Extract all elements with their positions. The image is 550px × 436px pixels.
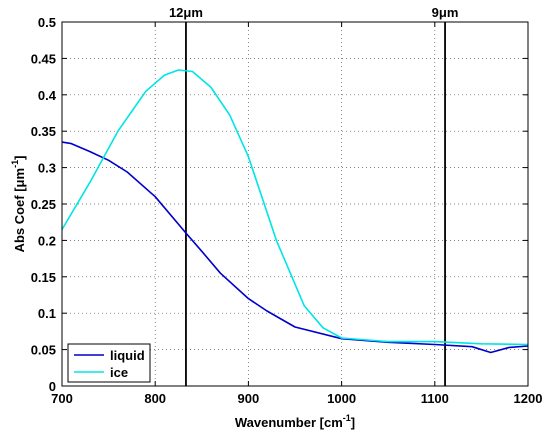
- x-tick-label: 1000: [327, 391, 356, 406]
- y-axis-label: Abs Coef [μm-1]: [10, 156, 27, 253]
- y-tick-label: 0.4: [38, 88, 57, 103]
- y-tick-label: 0.1: [38, 306, 56, 321]
- legend-label-ice: ice: [110, 365, 128, 380]
- legend-label-liquid: liquid: [110, 348, 145, 363]
- y-tick-label: 0.2: [38, 233, 56, 248]
- x-tick-label: 800: [144, 391, 166, 406]
- x-tick-label: 700: [51, 391, 73, 406]
- y-axis-label-sup: -1: [10, 160, 20, 168]
- y-tick-label: 0.35: [31, 124, 56, 139]
- x-tick-label: 1100: [421, 391, 449, 406]
- x-axis-label-sup: -1: [343, 413, 351, 423]
- series-line-liquid: [61, 141, 529, 354]
- legend: liquid ice: [67, 343, 151, 383]
- x-tick-label: 1200: [514, 391, 543, 406]
- marker-label: 12μm: [169, 5, 203, 20]
- legend-box: [67, 343, 151, 383]
- x-tick-label: 900: [238, 391, 260, 406]
- x-ticks: 700 800 900 1000 1100 1200: [51, 22, 542, 406]
- marker-label: 9μm: [432, 5, 459, 20]
- y-tick-label: 0.15: [31, 270, 56, 285]
- series-line-ice: [61, 69, 529, 346]
- y-tick-label: 0.5: [38, 15, 56, 30]
- x-axis-label: Wavenumber [cm-1]: [235, 413, 355, 430]
- y-tick-label: 0: [49, 379, 56, 394]
- y-tick-label: 0.05: [31, 343, 56, 358]
- vertical-markers: 12μm 9μm: [169, 5, 458, 386]
- y-ticks: 0 0.05 0.1 0.15 0.2 0.25 0.3 0.35 0.4 0.45 0.5: [31, 15, 528, 394]
- series-lines: [61, 69, 529, 354]
- y-tick-label: 0.45: [31, 51, 56, 66]
- y-tick-label: 0.3: [38, 161, 56, 176]
- y-tick-label: 0.25: [31, 197, 56, 212]
